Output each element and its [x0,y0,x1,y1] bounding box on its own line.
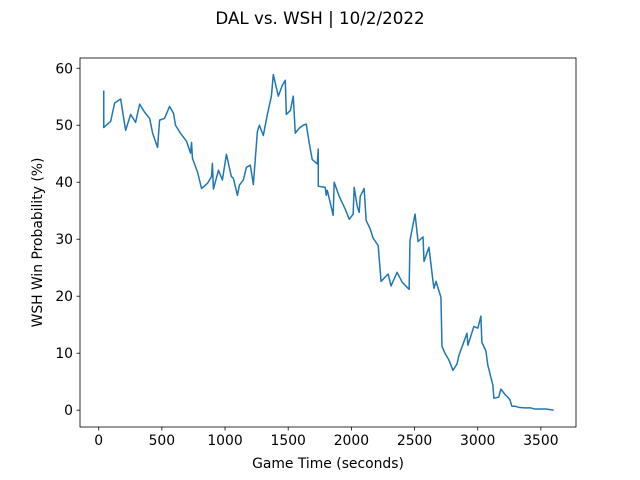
x-tick-label: 2000 [334,433,369,449]
y-tick-label: 50 [55,118,73,134]
y-tick-label: 60 [55,61,73,77]
x-tick-label: 3500 [523,433,558,449]
line-series [103,73,554,411]
x-axis-label: Game Time (seconds) [252,456,404,472]
chart-title: DAL vs. WSH | 10/2/2022 [215,8,424,28]
plot-frame [79,57,577,428]
x-tick-label: 500 [149,433,176,449]
y-tick-label: 20 [55,289,73,305]
x-tick-label: 3000 [460,433,495,449]
y-tick-label: 30 [55,232,73,248]
y-axis-label: WSH Win Probability (%) [30,158,46,328]
y-tick-label: 40 [55,175,73,191]
x-tick-label: 0 [94,433,103,449]
x-tick-label: 2500 [397,433,432,449]
x-tick-label: 1500 [271,433,306,449]
y-tick-label: 10 [55,346,73,362]
y-tick-label: 0 [64,403,73,419]
x-tick-label: 1000 [207,433,242,449]
